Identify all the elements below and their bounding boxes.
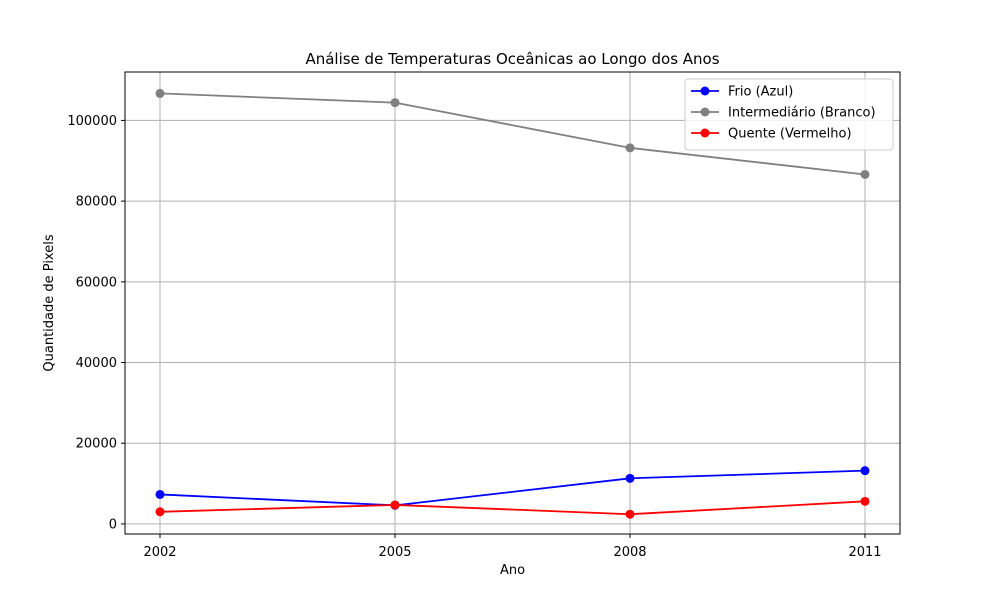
data-point [625,143,635,153]
series-2 [155,496,870,519]
legend-marker [700,86,710,96]
data-point [860,496,870,506]
data-point [625,473,635,483]
x-tick-label: 2008 [613,545,646,560]
data-point [860,466,870,476]
plot-area [124,71,901,535]
x-axis-label: Ano [500,563,525,578]
legend-marker [700,128,710,138]
series-0 [155,466,870,510]
series-1 [155,88,870,179]
legend-label: Quente (Vermelho) [728,127,852,142]
y-tick-label: 20000 [76,437,117,452]
legend-item: Quente (Vermelho) [691,127,852,142]
series-line [159,469,866,507]
y-axis: 0 20000 40000 60000 80000 100000 [67,114,125,532]
legend-label: Frio (Azul) [728,85,793,100]
legend-item: Frio (Azul) [691,85,793,100]
x-axis: 2002 2005 2008 2011 [143,534,882,560]
data-point [155,88,165,98]
data-point [390,500,400,510]
y-tick-label: 80000 [76,195,117,210]
data-point [860,169,870,179]
legend-label: Intermediário (Branco) [728,106,876,121]
y-tick-label: 40000 [76,356,117,371]
data-point [155,507,165,517]
legend-box [684,78,894,151]
y-tick-label: 100000 [67,114,117,129]
legend: Frio (Azul) Intermediário (Branco) Quente … [684,78,894,151]
data-point [155,489,165,499]
x-tick-label: 2005 [378,545,411,560]
chart-title: Análise de Temperaturas Oceânicas ao Lon… [305,50,719,68]
legend-item: Intermediário (Branco) [691,106,876,121]
y-tick-label: 60000 [76,275,117,290]
legend-marker [700,107,710,117]
x-tick-label: 2002 [143,545,176,560]
series-line [159,92,866,176]
data-point [625,509,635,519]
series-line [159,500,866,516]
y-axis-label: Quantidade de Pixels [42,234,57,371]
x-tick-label: 2011 [848,545,881,560]
y-tick-label: 0 [109,517,117,532]
data-point [390,98,400,108]
series-group [155,88,870,519]
